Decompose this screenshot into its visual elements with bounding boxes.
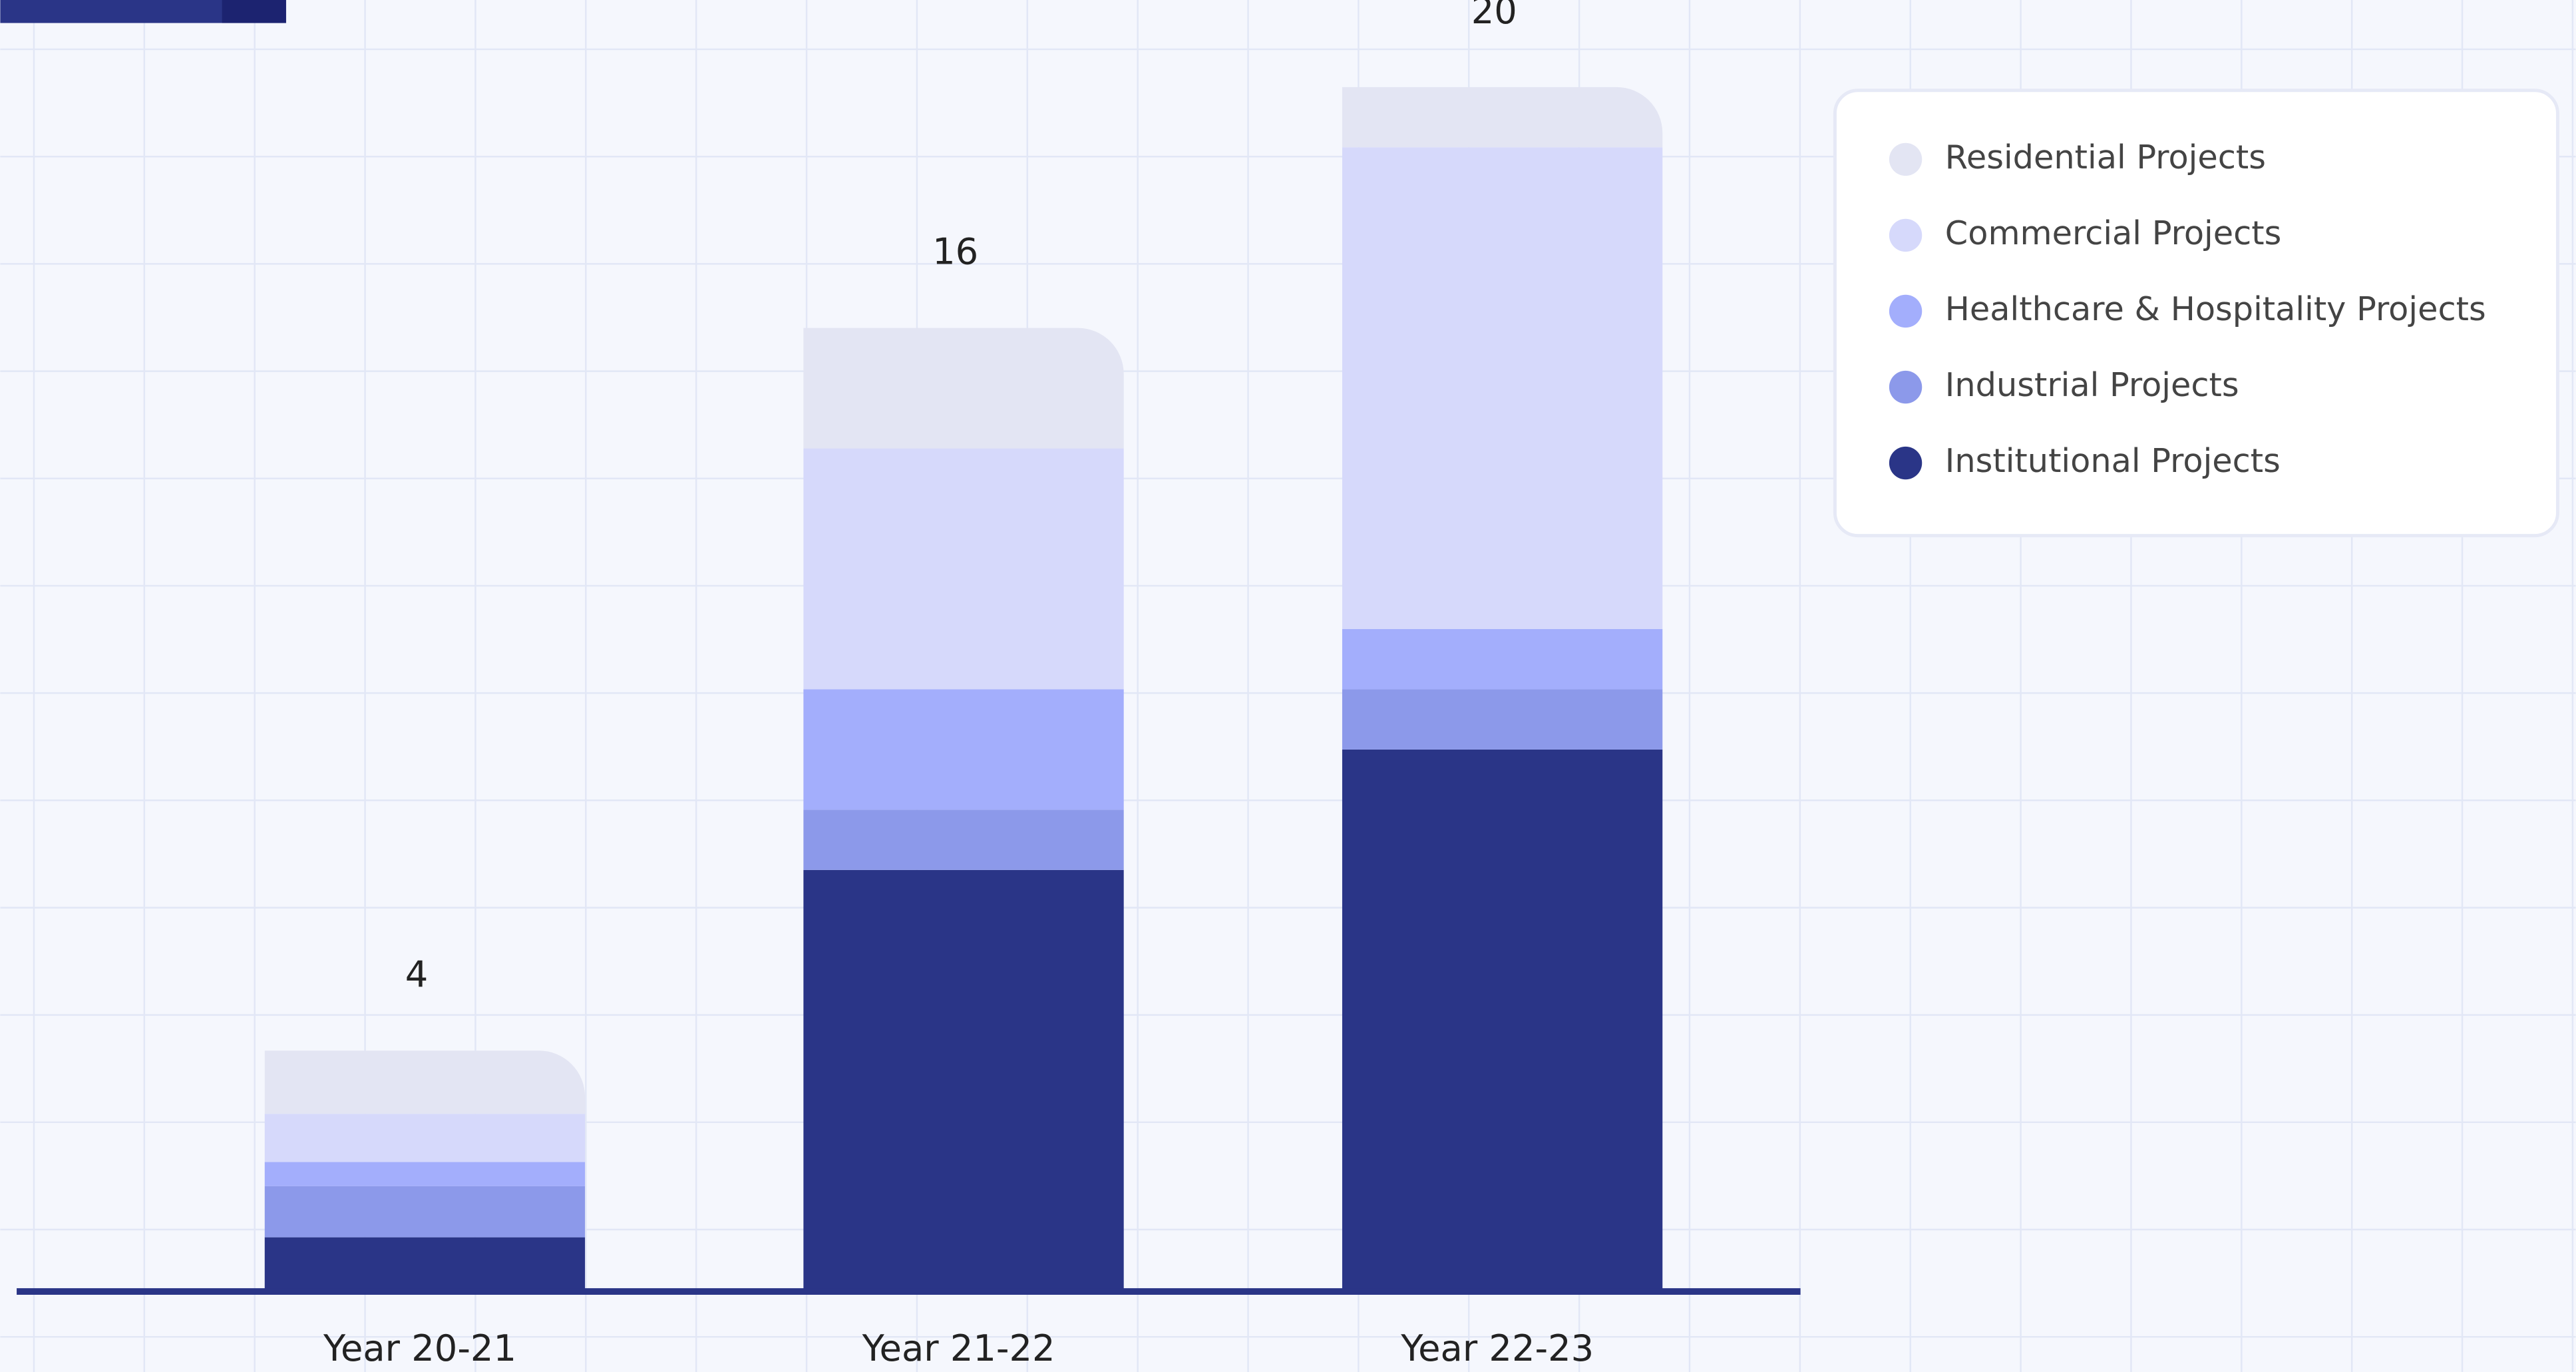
legend-label: Residential Projects: [1945, 138, 2266, 176]
bar-segment: [803, 809, 1124, 870]
total-label: 16: [932, 231, 978, 273]
x-tick-label: Year 20-21: [323, 1327, 516, 1369]
bar-segment: [1342, 749, 1663, 1292]
bar-segment: [264, 1050, 586, 1114]
total-label: 20: [1471, 0, 1517, 32]
bar-segment: [264, 1114, 586, 1162]
bar-segment: [264, 1237, 586, 1292]
bar-segment: [1342, 689, 1663, 750]
legend-swatch: [1889, 142, 1923, 176]
bar-segment: [264, 1162, 586, 1186]
bar-segment: [803, 869, 1124, 1292]
legend-label: Commercial Projects: [1945, 214, 2281, 252]
legend-label: Institutional Projects: [1945, 441, 2281, 480]
x-tick-label: Year 21-22: [862, 1327, 1055, 1369]
bar-segment: [1342, 147, 1663, 629]
legend-swatch: [1889, 446, 1923, 480]
x-tick-label: Year 22-23: [1400, 1327, 1594, 1369]
legend-label: Industrial Projects: [1945, 365, 2239, 404]
bar-segment: [803, 689, 1124, 810]
legend-swatch: [1889, 218, 1923, 252]
total-label: 4: [405, 953, 429, 995]
bar-segment: [1342, 87, 1663, 148]
legend-label: Healthcare & Hospitality Projects: [1945, 290, 2486, 328]
bar-segment: [1342, 628, 1663, 690]
legend-swatch: [1889, 370, 1923, 404]
legend-swatch: [1889, 294, 1923, 328]
bar-segment: [803, 328, 1124, 449]
header-decoration: [222, 0, 286, 23]
legend: [1833, 89, 2559, 538]
bar-segment: [264, 1186, 586, 1238]
bar-segment: [803, 448, 1124, 690]
